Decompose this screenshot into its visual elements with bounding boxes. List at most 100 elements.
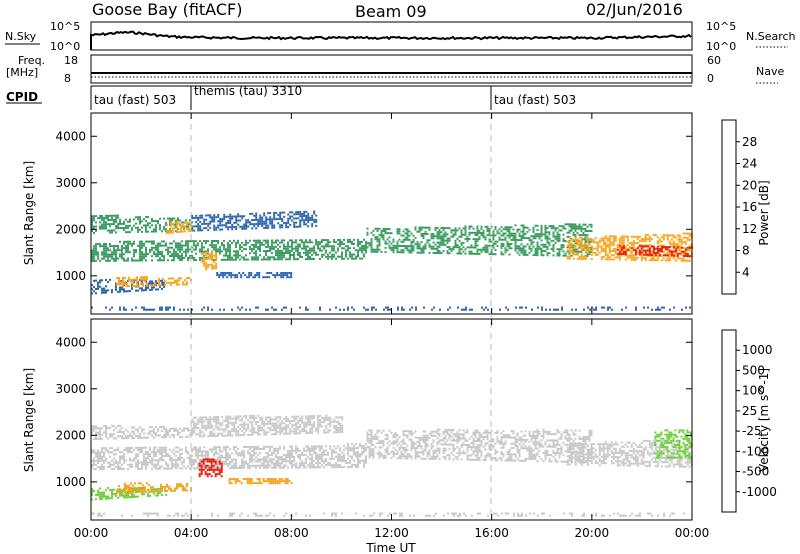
echo-cell: [422, 441, 425, 443]
echo-cell: [558, 252, 561, 255]
echo-cell: [213, 224, 216, 227]
echo-cell: [450, 250, 453, 253]
echo-cell: [490, 253, 493, 256]
echo-cell: [269, 216, 272, 219]
echo-cell: [422, 430, 425, 433]
echo-cell: [155, 450, 157, 453]
echo-cell: [380, 236, 383, 239]
echo-cell: [284, 274, 287, 277]
echo-cell: [233, 462, 235, 465]
echo-cell: [176, 281, 178, 284]
echo-cell: [355, 257, 357, 260]
echo-cell: [205, 461, 207, 463]
echo-cell: [293, 449, 295, 452]
echo-cell: [418, 455, 421, 458]
echo-cell: [261, 423, 264, 425]
echo-cell: [586, 245, 589, 248]
echo-cell: [674, 236, 677, 239]
echo-cell: [179, 467, 181, 470]
echo-cell: [299, 251, 301, 254]
echo-cell: [227, 458, 229, 461]
echo-cell: [247, 219, 250, 222]
echo-cell: [119, 222, 121, 225]
echo-cell: [229, 250, 231, 253]
echo-cell: [311, 249, 313, 252]
echo-cell: [259, 254, 261, 257]
echo-cell: [161, 450, 163, 453]
echo-cell: [297, 247, 299, 250]
echo-cell: [287, 418, 290, 420]
echo-cell: [388, 232, 391, 235]
echo-cell: [301, 247, 303, 250]
echo-cell: [125, 251, 127, 254]
echo-cell: [247, 423, 250, 426]
echo-cell: [153, 453, 155, 455]
echo-cell: [578, 243, 581, 246]
echo-cell: [209, 255, 212, 258]
echo-cell: [123, 453, 125, 456]
echo-cell: [145, 216, 147, 219]
echo-cell: [620, 241, 623, 244]
echo-cell: [190, 229, 193, 232]
echo-cell: [105, 447, 107, 450]
echo-cell: [128, 276, 130, 279]
echo-cell: [227, 215, 230, 218]
echo-cell: [484, 250, 487, 253]
echo-cell: [444, 227, 447, 230]
echo-cell: [474, 231, 477, 234]
echo-cell: [454, 456, 457, 459]
echo-cell: [105, 433, 107, 436]
echo-cell: [101, 287, 103, 290]
echo-cell: [385, 306, 387, 309]
echo-cell: [315, 427, 318, 430]
echo-cell: [446, 227, 449, 230]
echo-cell: [201, 424, 204, 427]
echo-cell: [506, 230, 509, 233]
echo-cell: [602, 239, 605, 242]
echo-cell: [602, 243, 605, 246]
echo-cell: [566, 257, 569, 260]
echo-cell: [137, 218, 139, 221]
echo-cell: [315, 447, 317, 450]
echo-cell: [488, 232, 491, 235]
echo-cell: [372, 448, 375, 451]
echo-cell: [95, 279, 97, 282]
echo-cell: [261, 458, 263, 461]
echo-cell: [275, 433, 278, 435]
echo-cell: [139, 432, 141, 435]
echo-cell: [311, 218, 314, 221]
echo-cell: [368, 439, 371, 442]
echo-cell: [187, 429, 189, 432]
echo-cell: [508, 228, 511, 231]
echo-cell: [258, 276, 261, 279]
echo-cell: [119, 220, 121, 223]
echo-cell: [372, 234, 375, 236]
echo-cell: [392, 238, 395, 241]
echo-cell: [544, 237, 547, 240]
echo-cell: [240, 276, 243, 279]
echo-cell: [574, 250, 577, 253]
echo-cell: [303, 462, 305, 465]
echo-cell: [448, 237, 451, 240]
echo-cell: [374, 248, 377, 251]
echo-cell: [454, 244, 457, 246]
echo-cell: [221, 218, 224, 221]
echo-cell: [295, 428, 298, 431]
echo-cell: [132, 280, 134, 283]
echo-cell: [265, 466, 267, 469]
echo-cell: [361, 247, 363, 250]
echo-cell: [253, 458, 255, 461]
echo-cell: [618, 258, 621, 261]
echo-cell: [239, 427, 242, 430]
echo-cell: [131, 459, 133, 462]
echo-cell: [263, 425, 266, 427]
echo-cell: [221, 228, 224, 231]
echo-cell: [576, 253, 579, 256]
echo-cell: [137, 428, 139, 431]
echo-cell: [191, 215, 194, 217]
echo-cell: [273, 433, 276, 436]
echo-cell: [221, 460, 223, 463]
echo-cell: [107, 253, 109, 256]
echo-cell: [301, 219, 304, 222]
echo-cell: [418, 230, 421, 233]
